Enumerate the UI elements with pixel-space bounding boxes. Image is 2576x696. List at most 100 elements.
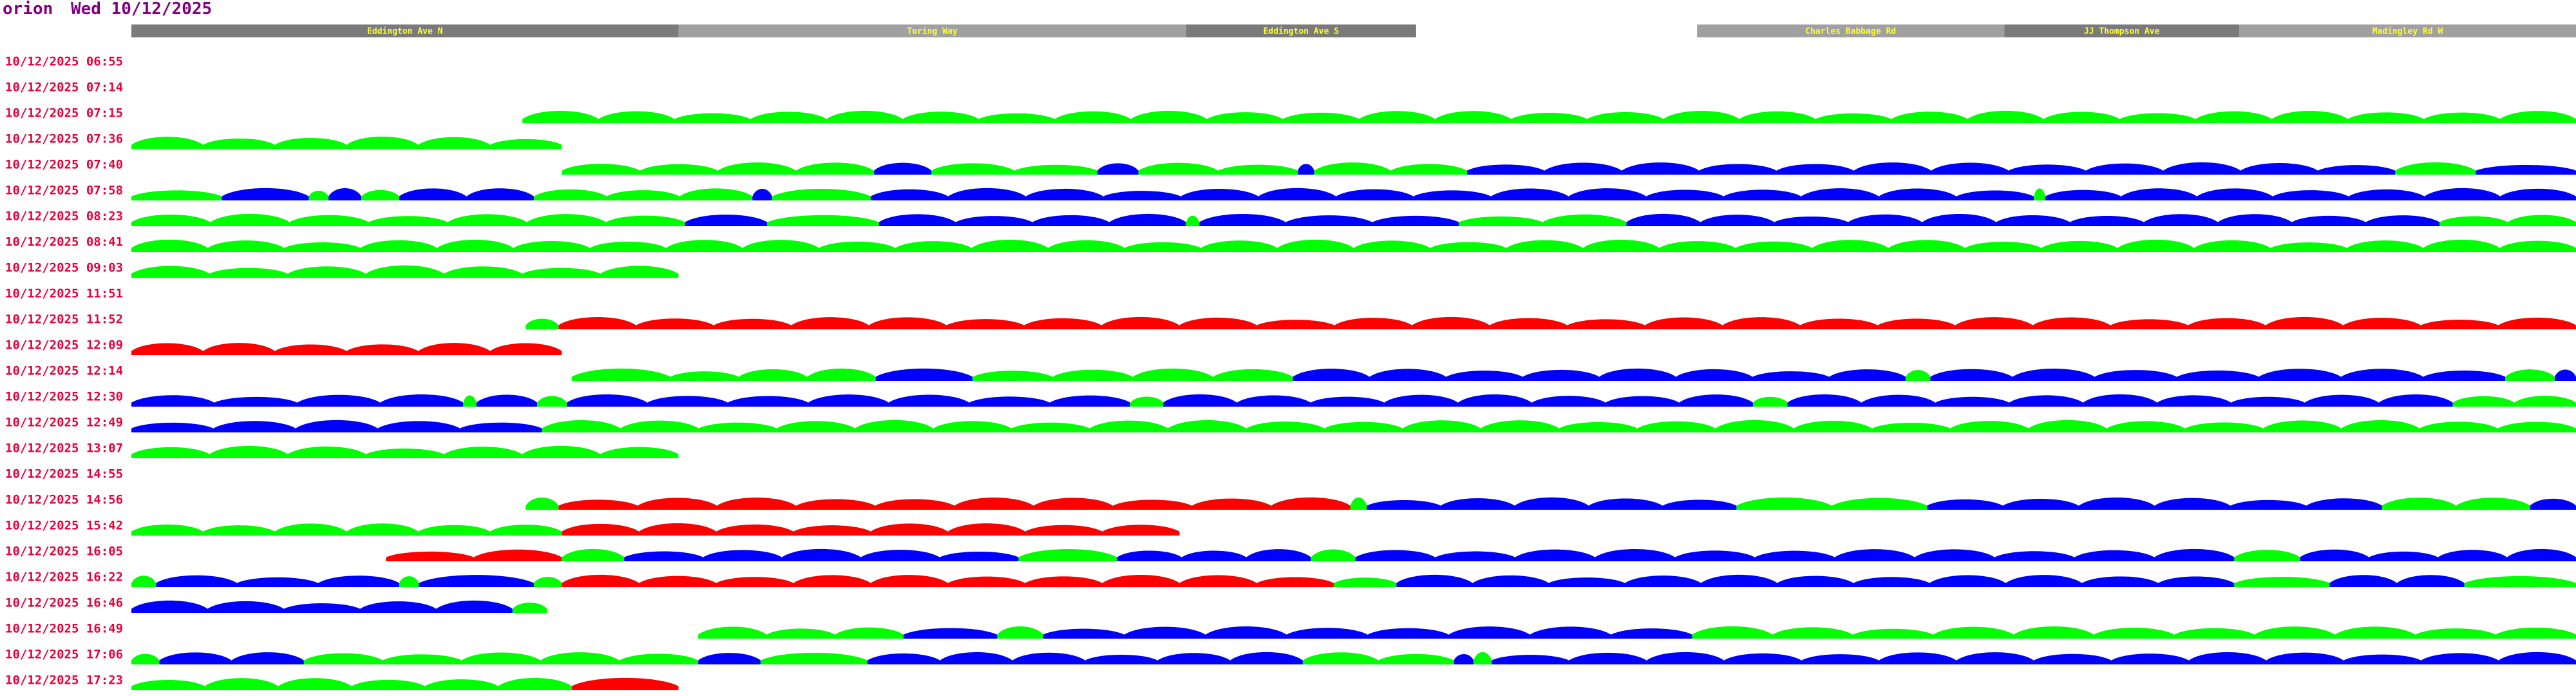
traffic-segment: [698, 626, 904, 639]
traffic-segment: [512, 603, 547, 613]
traffic-segment: [2234, 550, 2300, 561]
row-time: 10/12/2025 06:55: [5, 55, 123, 69]
traffic-segment: [1787, 394, 2453, 407]
traffic-segment: [526, 318, 559, 329]
traffic-segment: [522, 110, 2576, 123]
traffic-segment: [767, 215, 879, 226]
traffic-segment: [1459, 214, 1627, 226]
road-section: [1697, 24, 2005, 37]
traffic-segment: [1492, 652, 2576, 664]
traffic-segment: [1906, 370, 1931, 381]
traffic-segment: [131, 420, 542, 432]
traffic-segment: [670, 368, 876, 381]
traffic-segment: [2234, 577, 2330, 587]
row-time: 10/12/2025 16:46: [5, 596, 123, 610]
row-time: 10/12/2025 16:22: [5, 570, 123, 585]
traffic-segment: [1334, 577, 1397, 587]
traffic-segment: [1692, 626, 2576, 639]
road-section: [1186, 24, 1416, 37]
traffic-segment: [386, 549, 562, 561]
traffic-segment: [131, 213, 685, 226]
traffic-segment: [2034, 188, 2046, 200]
traffic-segment: [1350, 497, 1367, 510]
traffic-segment: [972, 368, 1293, 381]
traffic-segment: [1018, 549, 1117, 561]
row-time: 10/12/2025 17:06: [5, 648, 123, 662]
traffic-segment: [1293, 368, 1906, 381]
traffic-segment: [2395, 162, 2476, 175]
traffic-segment: [1138, 162, 1298, 175]
traffic-segment: [1752, 396, 1788, 407]
row-time: 10/12/2025 12:14: [5, 364, 123, 378]
row-time: 10/12/2025 16:49: [5, 622, 123, 636]
traffic-segment: [476, 394, 538, 407]
traffic-segment: [2382, 498, 2530, 510]
row-time: 10/12/2025 12:49: [5, 416, 123, 430]
traffic-segment: [1163, 394, 1753, 407]
traffic-segment: [2452, 396, 2576, 407]
traffic-segment: [131, 239, 2576, 252]
traffic-segment: [1355, 548, 2235, 561]
traffic-segment: [562, 162, 875, 175]
row-time: 10/12/2025 08:23: [5, 209, 123, 224]
traffic-segment: [874, 162, 932, 175]
traffic-segment: [2439, 215, 2576, 226]
traffic-segment: [328, 188, 362, 200]
traffic-segment: [159, 652, 304, 664]
traffic-segment: [772, 188, 871, 200]
traffic-segment: [2530, 498, 2576, 510]
row-time: 10/12/2025 11:51: [5, 287, 123, 301]
traffic-segment: [1186, 215, 1200, 226]
traffic-segment: [1043, 626, 1692, 639]
traffic-segment: [1736, 497, 1927, 510]
row-time: 10/12/2025 07:58: [5, 184, 123, 198]
traffic-segment: [931, 163, 1098, 175]
road-section: [678, 24, 1186, 37]
traffic-segment: [875, 368, 973, 381]
traffic-segment: [878, 213, 1186, 226]
traffic-segment: [131, 394, 464, 407]
row-time: 10/12/2025 07:40: [5, 158, 123, 172]
traffic-segment: [2464, 576, 2576, 587]
traffic-segment: [571, 368, 670, 381]
traffic-segment: [571, 677, 679, 690]
traffic-segment: [1467, 162, 2396, 175]
traffic-segment: [308, 190, 329, 200]
traffic-segment: [1302, 652, 1454, 664]
row-time: 10/12/2025 11:52: [5, 313, 123, 327]
row-time: 10/12/2025 14:56: [5, 493, 123, 507]
row-time: 10/12/2025 08:41: [5, 235, 123, 249]
row-time: 10/12/2025 13:07: [5, 441, 123, 456]
traffic-segment: [752, 188, 772, 200]
traffic-segment: [1298, 164, 1314, 175]
traffic-segment: [1454, 654, 1474, 664]
traffic-segment: [156, 575, 399, 587]
traffic-segment: [558, 497, 1350, 510]
row-time: 10/12/2025 09:03: [5, 261, 123, 275]
traffic-segment: [567, 394, 1131, 407]
traffic-segment: [1097, 163, 1139, 175]
traffic-segment: [419, 575, 535, 587]
road-name: Charles Babbage Rd: [1805, 27, 1896, 37]
traffic-segment: [698, 653, 761, 664]
road-section: [2004, 24, 2240, 37]
row-time: 10/12/2025 12:09: [5, 338, 123, 353]
traffic-segment: [1626, 213, 2440, 226]
traffic-segment: [399, 188, 535, 200]
date: Wed 10/12/2025: [71, 0, 212, 19]
traffic-segment: [537, 396, 567, 407]
traffic-segment: [1311, 549, 1356, 561]
traffic-segment: [131, 523, 562, 536]
road-name: Eddington Ave S: [1264, 27, 1340, 37]
row-time: 10/12/2025 15:42: [5, 519, 123, 533]
traffic-segment: [399, 576, 419, 587]
traffic-segment: [131, 653, 160, 664]
traffic-segment: [562, 574, 1334, 587]
traffic-segment: [542, 420, 2576, 432]
road-name: JJ Thompson Ave: [2084, 27, 2160, 37]
traffic-segment: [867, 652, 1303, 664]
traffic-segment: [1473, 652, 1492, 664]
road-name: Eddington Ave N: [367, 27, 443, 37]
traffic-segment: [1130, 396, 1164, 407]
road-section: [131, 24, 679, 37]
